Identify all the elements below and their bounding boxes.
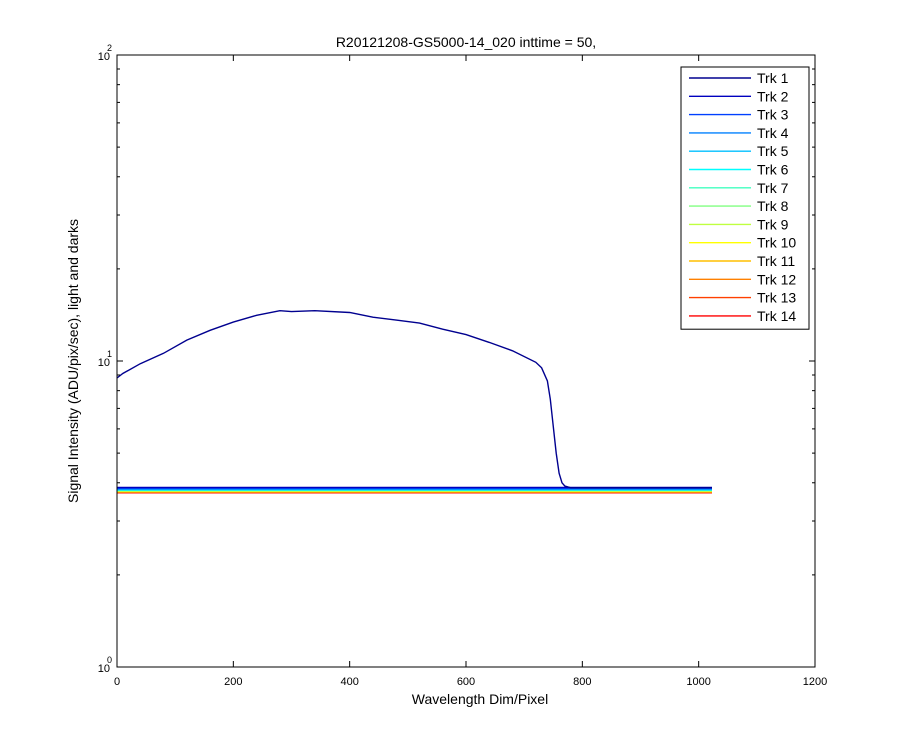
x-axis-label: Wavelength Dim/Pixel bbox=[412, 691, 548, 707]
chart-title: R20121208-GS5000-14_020 inttime = 50, bbox=[336, 34, 596, 50]
x-tick-label: 0 bbox=[114, 676, 120, 688]
legend-label: Trk 2 bbox=[757, 88, 789, 104]
legend-label: Trk 11 bbox=[757, 253, 795, 269]
legend-label: Trk 13 bbox=[757, 290, 796, 306]
legend-label: Trk 3 bbox=[757, 107, 789, 123]
x-tick-label: 200 bbox=[224, 676, 242, 688]
x-tick-label: 400 bbox=[340, 676, 358, 688]
x-axis-ticks: 0 200 400 600 800 1000 1200 bbox=[114, 55, 827, 688]
x-tick-label: 1000 bbox=[686, 676, 710, 688]
x-tick-label: 1200 bbox=[803, 676, 827, 688]
legend-label: Trk 7 bbox=[757, 180, 789, 196]
series-layer bbox=[116, 309, 712, 494]
y-tick-label-base: 10 bbox=[98, 663, 110, 675]
y-tick-label-base: 10 bbox=[98, 51, 110, 63]
y-tick-label-exponent: 1 bbox=[107, 349, 112, 359]
x-tick-label: 600 bbox=[457, 676, 475, 688]
legend-label: Trk 14 bbox=[757, 308, 796, 324]
y-axis-label: Signal Intensity (ADU/pix/sec), light an… bbox=[65, 219, 81, 503]
legend-label: Trk 4 bbox=[757, 125, 789, 141]
legend-label: Trk 5 bbox=[757, 143, 789, 159]
legend-label: Trk 8 bbox=[757, 198, 789, 214]
y-tick-label-base: 10 bbox=[98, 357, 110, 369]
legend: Trk 1 Trk 2 Trk 3 Trk 4 Trk 5 Trk 6 Trk 7 Trk 8… bbox=[680, 66, 810, 330]
legend-box bbox=[680, 66, 810, 330]
y-tick-label-exponent: 0 bbox=[107, 655, 112, 665]
series-line-trk-1 bbox=[116, 309, 712, 489]
legend-label: Trk 6 bbox=[757, 162, 789, 178]
legend-label: Trk 10 bbox=[757, 235, 796, 251]
x-tick-label: 800 bbox=[573, 676, 591, 688]
legend-label: Trk 1 bbox=[757, 70, 789, 86]
legend-label: Trk 12 bbox=[757, 271, 796, 287]
legend-label: Trk 9 bbox=[757, 216, 789, 232]
y-tick-label-exponent: 2 bbox=[107, 43, 112, 53]
